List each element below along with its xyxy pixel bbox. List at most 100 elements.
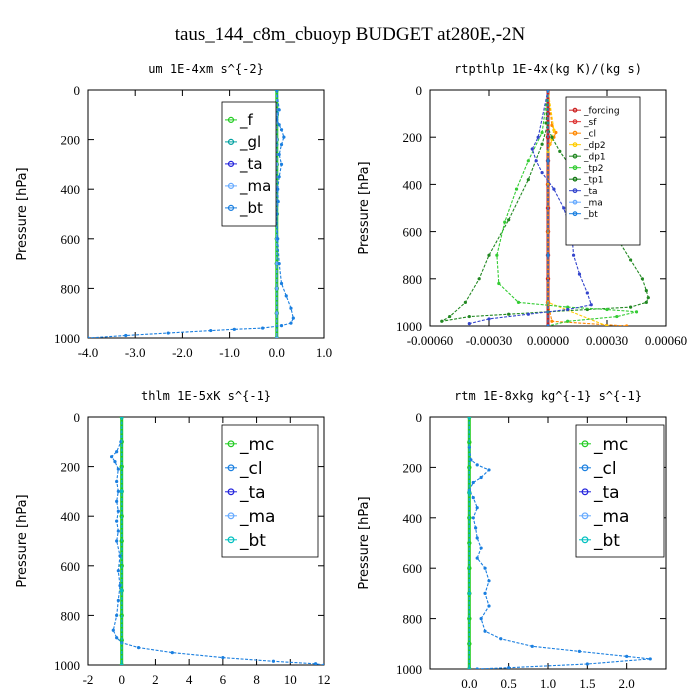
legend-marker [581,512,589,520]
panel-title: thlm 1E-5xK s^{-1} [141,389,271,403]
series-group [88,90,295,338]
data-point [88,336,90,338]
legend-marker [227,116,235,124]
legend-marker [581,464,589,472]
y-tick-label: 0 [74,83,81,98]
data-point [507,312,511,316]
legend-marker [572,142,578,148]
data-point [463,300,467,304]
data-point [115,519,119,523]
legend-box [221,424,319,558]
data-point [566,319,570,323]
data-point [275,90,279,92]
data-point [562,206,566,210]
data-point [115,499,119,503]
x-tick-label: 0.0 [461,676,477,691]
data-point [110,455,114,459]
x-tick-label: -2 [83,672,94,687]
data-point [589,303,593,307]
data-point [507,218,511,222]
data-point [120,489,124,493]
series-line-dp2 [547,90,608,326]
panel-title: rtpthlp 1E-4x(kg K)/(kg s) [454,62,642,76]
y-tick-label: 200 [61,460,81,475]
data-point [313,662,318,665]
data-point [577,272,582,276]
chart-panel-2: rtpthlp 1E-4x(kg K)/(kg s) Pressure [hPa]… [357,62,687,348]
legend-marker [572,211,578,217]
data-point [289,321,293,325]
y-tick-label: 600 [403,561,423,576]
legend-label: _cl [583,129,596,139]
data-point [571,253,576,257]
data-point [116,529,120,533]
legend-label: _dp2 [583,141,606,151]
data-point [483,591,487,596]
legend-marker [227,440,235,448]
legend-label: _ta [593,483,620,503]
y-tick-label: 200 [61,133,81,148]
data-point [166,331,170,335]
data-point [479,617,483,621]
data-point [279,128,284,132]
data-point [271,659,276,663]
data-point [629,305,633,309]
data-point [467,591,471,596]
legend-label: _ma [583,198,603,208]
data-point [120,417,124,419]
series-group [440,90,650,326]
y-tick-label: 400 [403,177,423,192]
y-tick-label: 0 [74,410,81,425]
x-tick-label: 0 [118,672,125,687]
legend-label: _bt [583,210,598,220]
legend-label: _forcing [583,106,620,116]
data-point [558,149,562,153]
x-tick-label: -1.0 [219,345,240,360]
data-point [507,666,511,669]
data-point [514,187,519,191]
data-point [279,162,284,166]
chart-panel-4: rtm 1E-8xkg kg^{-1} s^{-1} Pressure [hPa]… [357,389,667,691]
data-point [275,286,279,290]
data-point [289,306,293,310]
legend-marker [227,182,235,189]
chart-panel-3: thlm 1E-5xK s^{-1} Pressure [hPa] -2 0 2 4 6 8 1… [15,389,331,687]
data-point [550,123,554,127]
data-point [275,336,279,338]
data-point [479,546,483,550]
data-point [495,253,499,257]
data-point [471,480,475,485]
x-tick-label: 0.00030 [586,333,628,348]
legend-marker [227,204,235,211]
x-tick-label: 4 [186,672,193,687]
data-point [209,328,213,333]
data-point [530,147,534,151]
legend-label: _dp1 [583,152,606,162]
x-tick-label: 1.0 [316,345,332,360]
legend-label: _cl [593,459,617,479]
y-tick-label: 600 [61,559,81,574]
legend-label: _tp2 [583,164,603,174]
data-point [475,667,479,669]
data-point [115,636,119,640]
x-tick-label: -4.0 [78,345,99,360]
legend-label: _bt [593,531,620,551]
data-point [277,152,281,157]
data-point [116,569,120,573]
legend-marker [581,440,589,448]
x-tick-label: 0.0 [269,345,285,360]
data-point [116,467,120,471]
x-tick-label: 2 [152,672,159,687]
y-tick-label: 600 [403,225,423,240]
y-tick-label: 1000 [396,319,422,334]
data-point [113,460,117,464]
data-point [487,253,491,257]
x-tick-label: -3.0 [125,345,146,360]
data-point [540,171,544,175]
x-tick-label: -0.00060 [407,333,454,348]
data-point [546,253,550,257]
data-point [526,312,530,316]
data-point [479,475,483,480]
data-point [467,491,471,495]
legend-marker [227,464,235,472]
